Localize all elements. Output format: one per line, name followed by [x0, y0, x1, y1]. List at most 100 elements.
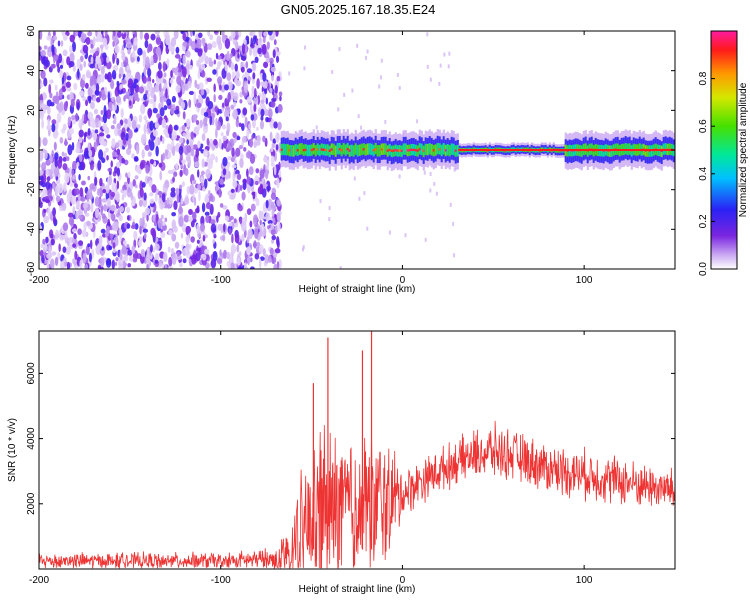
noise-cell — [84, 82, 89, 89]
noise-cell — [170, 191, 176, 198]
noise-cell — [244, 116, 248, 128]
noise-speck — [433, 181, 436, 186]
noise-cell — [116, 180, 120, 190]
noise-cell — [119, 205, 124, 213]
noise-cell — [228, 228, 232, 236]
noise-cell — [117, 209, 121, 216]
noise-cell — [83, 132, 87, 139]
noise-cell — [222, 135, 227, 142]
noise-cell — [79, 55, 84, 62]
noise-cell — [248, 123, 252, 130]
noise-cell — [241, 123, 245, 131]
noise-cell — [254, 253, 260, 260]
noise-cell — [41, 181, 47, 188]
tone-core — [418, 148, 421, 151]
noise-cell — [85, 99, 89, 107]
noise-cell — [196, 59, 201, 68]
noise-cell — [95, 37, 100, 43]
noise-cell — [61, 31, 65, 37]
noise-cell — [102, 123, 108, 131]
noise-cell — [266, 41, 270, 50]
noise-cell — [44, 199, 51, 204]
tone-band-inner — [354, 143, 357, 155]
noise-cell — [102, 37, 108, 47]
noise-cell — [77, 101, 80, 111]
noise-cell — [246, 208, 252, 216]
tone-core — [304, 148, 307, 152]
noise-cell — [200, 88, 205, 96]
noise-cell — [241, 221, 247, 232]
noise-cell — [60, 40, 64, 47]
tone-core — [400, 149, 403, 152]
noise-speck — [396, 72, 399, 77]
noise-cell — [103, 55, 106, 67]
noise-cell — [139, 31, 143, 41]
noise-cell — [185, 118, 191, 128]
noise-speck — [429, 77, 432, 82]
noise-cell — [89, 63, 95, 69]
noise-speck — [328, 217, 331, 222]
noise-cell — [220, 132, 224, 137]
noise-cell — [111, 182, 117, 194]
noise-cell — [71, 237, 75, 244]
noise-cell — [188, 208, 193, 216]
noise-cell — [42, 173, 47, 184]
noise-cell — [211, 106, 216, 113]
tone-band-inner — [404, 143, 407, 155]
noise-speck — [443, 52, 446, 57]
noise-cell — [48, 168, 52, 175]
noise-cell — [202, 235, 206, 242]
noise-cell — [166, 58, 170, 67]
noise-speck — [384, 119, 387, 124]
noise-speck — [423, 170, 426, 175]
tone-core — [422, 149, 425, 152]
noise-cell — [144, 39, 149, 49]
tone-core — [316, 148, 319, 151]
noise-cell — [163, 84, 166, 93]
noise-cell — [208, 190, 211, 196]
noise-cell — [40, 70, 46, 79]
noise-cell — [243, 82, 248, 94]
noise-cell — [264, 254, 270, 264]
noise-cell — [256, 241, 261, 247]
noise-cell — [140, 104, 146, 115]
noise-cell — [51, 123, 56, 133]
noise-cell — [94, 89, 100, 96]
noise-cell — [138, 114, 143, 123]
noise-cell — [176, 76, 182, 85]
noise-cell — [79, 90, 85, 97]
noise-cell — [260, 99, 265, 104]
noise-cell — [58, 88, 63, 99]
noise-cell — [212, 69, 217, 75]
noise-cell — [186, 185, 191, 195]
noise-cell — [80, 196, 86, 202]
noise-cell — [178, 184, 183, 190]
tone-core — [338, 148, 341, 151]
noise-cell — [211, 116, 215, 126]
noise-cell — [182, 258, 187, 264]
noise-cell — [223, 109, 230, 118]
noise-cell — [126, 223, 131, 229]
noise-cell — [262, 72, 267, 82]
noise-cell — [110, 191, 116, 198]
noise-cell — [116, 57, 120, 66]
noise-cell — [149, 244, 153, 253]
noise-cell — [213, 234, 217, 239]
noise-cell — [114, 166, 118, 174]
noise-speck — [424, 237, 427, 242]
tone-band-inner — [352, 145, 355, 157]
noise-cell — [215, 52, 219, 60]
noise-cell — [79, 78, 86, 89]
noise-cell — [53, 167, 60, 177]
noise-cell — [48, 253, 53, 258]
tone-band-inner — [376, 145, 379, 157]
noise-cell — [259, 183, 264, 193]
noise-cell — [74, 183, 78, 189]
noise-cell — [188, 215, 193, 223]
tone-core — [320, 148, 323, 151]
noise-cell — [210, 219, 216, 225]
noise-cell — [94, 129, 99, 134]
noise-cell — [107, 218, 111, 226]
noise-cell — [260, 108, 265, 117]
noise-cell — [139, 161, 144, 170]
